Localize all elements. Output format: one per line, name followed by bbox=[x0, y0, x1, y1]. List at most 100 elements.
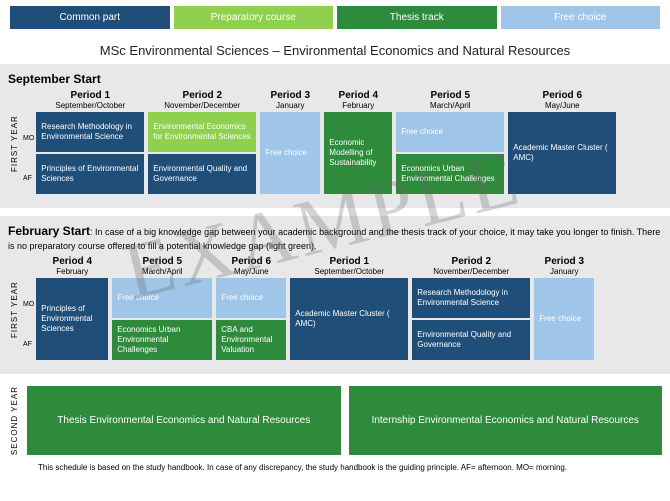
period-sub: September/October bbox=[290, 267, 408, 276]
september-periods: Period 1September/OctoberResearch Method… bbox=[36, 90, 662, 198]
period-head: Period 2November/December bbox=[412, 256, 530, 278]
period-sub: September/October bbox=[36, 101, 144, 110]
period-head: Period 5March/April bbox=[396, 90, 504, 112]
february-note: : In case of a big knowledge gap between… bbox=[8, 227, 660, 251]
period: Period 1September/OctoberAcademic Master… bbox=[290, 256, 408, 364]
blocks: Academic Master Cluster ( AMC) bbox=[508, 112, 616, 198]
legend-item: Common part bbox=[10, 6, 170, 29]
period: Period 4FebruaryEconomic Modelling of Su… bbox=[324, 90, 392, 198]
february-header-text: February Start bbox=[8, 224, 90, 238]
period: Period 3JanuaryFree choice bbox=[260, 90, 320, 198]
period-head: Period 6May/June bbox=[216, 256, 286, 278]
year2-block: Internship Environmental Economics and N… bbox=[349, 386, 663, 455]
period-title: Period 1 bbox=[36, 90, 144, 101]
february-section: February Start: In case of a big knowled… bbox=[0, 216, 670, 374]
period-title: Period 6 bbox=[508, 90, 616, 101]
course-block: Environmental Economics for Environmenta… bbox=[148, 112, 256, 152]
period-title: Period 5 bbox=[112, 256, 212, 267]
course-block: Principles of Environmental Sciences bbox=[36, 278, 108, 360]
blocks: Economic Modelling of Sustainability bbox=[324, 112, 392, 198]
period-sub: November/December bbox=[412, 267, 530, 276]
first-year-label: FIRST YEAR bbox=[8, 90, 21, 198]
period-sub: May/June bbox=[508, 101, 616, 110]
period-head: Period 3January bbox=[534, 256, 594, 278]
course-block: Environmental Quality and Governance bbox=[148, 154, 256, 194]
period: Period 3JanuaryFree choice bbox=[534, 256, 594, 364]
first-year-label: FIRST YEAR bbox=[8, 256, 21, 364]
period-sub: February bbox=[324, 101, 392, 110]
course-block: Economics Urban Environmental Challenges bbox=[112, 320, 212, 360]
mo-label: MO bbox=[23, 118, 34, 158]
period-sub: February bbox=[36, 267, 108, 276]
period-head: Period 2November/December bbox=[148, 90, 256, 112]
period: Period 2November/DecemberResearch Method… bbox=[412, 256, 530, 364]
course-block: Academic Master Cluster ( AMC) bbox=[508, 112, 616, 194]
period: Period 4FebruaryPrinciples of Environmen… bbox=[36, 256, 108, 364]
course-block: Free choice bbox=[112, 278, 212, 318]
footnote: This schedule is based on the study hand… bbox=[0, 461, 670, 478]
blocks: Free choiceEconomics Urban Environmental… bbox=[396, 112, 504, 198]
period-head: Period 1September/October bbox=[290, 256, 408, 278]
mo-label: MO bbox=[23, 284, 34, 324]
period-head: Period 5March/April bbox=[112, 256, 212, 278]
page-title: MSc Environmental Sciences – Environment… bbox=[0, 35, 670, 64]
period-title: Period 3 bbox=[534, 256, 594, 267]
period-title: Period 1 bbox=[290, 256, 408, 267]
period: Period 5March/AprilFree choiceEconomics … bbox=[112, 256, 212, 364]
period-title: Period 4 bbox=[36, 256, 108, 267]
blocks: Research Methodology in Environmental Sc… bbox=[36, 112, 144, 198]
year2-block: Thesis Environmental Economics and Natur… bbox=[27, 386, 341, 455]
second-year-label: SECOND YEAR bbox=[8, 386, 21, 455]
period-title: Period 3 bbox=[260, 90, 320, 101]
period-sub: March/April bbox=[396, 101, 504, 110]
blocks: Principles of Environmental Sciences bbox=[36, 278, 108, 364]
period: Period 1September/OctoberResearch Method… bbox=[36, 90, 144, 198]
course-block: Research Methodology in Environmental Sc… bbox=[412, 278, 530, 318]
period-title: Period 4 bbox=[324, 90, 392, 101]
period-head: Period 6May/June bbox=[508, 90, 616, 112]
course-block: Free choice bbox=[216, 278, 286, 318]
period-sub: May/June bbox=[216, 267, 286, 276]
period-title: Period 6 bbox=[216, 256, 286, 267]
legend-item: Thesis track bbox=[337, 6, 497, 29]
september-header: September Start bbox=[8, 70, 662, 90]
blocks: Free choice bbox=[534, 278, 594, 364]
period: Period 5March/AprilFree choiceEconomics … bbox=[396, 90, 504, 198]
blocks: Free choiceCBA and Environmental Valuati… bbox=[216, 278, 286, 364]
blocks: Free choice bbox=[260, 112, 320, 198]
period-title: Period 2 bbox=[148, 90, 256, 101]
period-title: Period 5 bbox=[396, 90, 504, 101]
course-block: Principles of Environmental Sciences bbox=[36, 154, 144, 194]
legend: Common partPreparatory courseThesis trac… bbox=[0, 0, 670, 35]
period-sub: November/December bbox=[148, 101, 256, 110]
period: Period 6May/JuneAcademic Master Cluster … bbox=[508, 90, 616, 198]
course-block: Research Methodology in Environmental Sc… bbox=[36, 112, 144, 152]
period-sub: March/April bbox=[112, 267, 212, 276]
february-periods: Period 4FebruaryPrinciples of Environmen… bbox=[36, 256, 662, 364]
blocks: Academic Master Cluster ( AMC) bbox=[290, 278, 408, 364]
mo-af-labels: MO AF bbox=[21, 90, 36, 198]
mo-af-labels: MO AF bbox=[21, 256, 36, 364]
legend-item: Free choice bbox=[501, 6, 661, 29]
september-section: September Start FIRST YEAR MO AF Period … bbox=[0, 64, 670, 208]
period-head: Period 3January bbox=[260, 90, 320, 112]
course-block: Free choice bbox=[396, 112, 504, 152]
period-head: Period 1September/October bbox=[36, 90, 144, 112]
year2-blocks: Thesis Environmental Economics and Natur… bbox=[27, 386, 662, 455]
period-head: Period 4February bbox=[36, 256, 108, 278]
period-sub: January bbox=[260, 101, 320, 110]
course-block: Environmental Quality and Governance bbox=[412, 320, 530, 360]
course-block: CBA and Environmental Valuation bbox=[216, 320, 286, 360]
blocks: Free choiceEconomics Urban Environmental… bbox=[112, 278, 212, 364]
blocks: Research Methodology in Environmental Sc… bbox=[412, 278, 530, 364]
second-year-section: SECOND YEAR Thesis Environmental Economi… bbox=[0, 382, 670, 461]
period: Period 2November/DecemberEnvironmental E… bbox=[148, 90, 256, 198]
legend-item: Preparatory course bbox=[174, 6, 334, 29]
af-label: AF bbox=[23, 324, 34, 364]
blocks: Environmental Economics for Environmenta… bbox=[148, 112, 256, 198]
af-label: AF bbox=[23, 158, 34, 198]
period-head: Period 4February bbox=[324, 90, 392, 112]
period: Period 6May/JuneFree choiceCBA and Envir… bbox=[216, 256, 286, 364]
course-block: Economic Modelling of Sustainability bbox=[324, 112, 392, 194]
course-block: Economics Urban Environmental Challenges bbox=[396, 154, 504, 194]
